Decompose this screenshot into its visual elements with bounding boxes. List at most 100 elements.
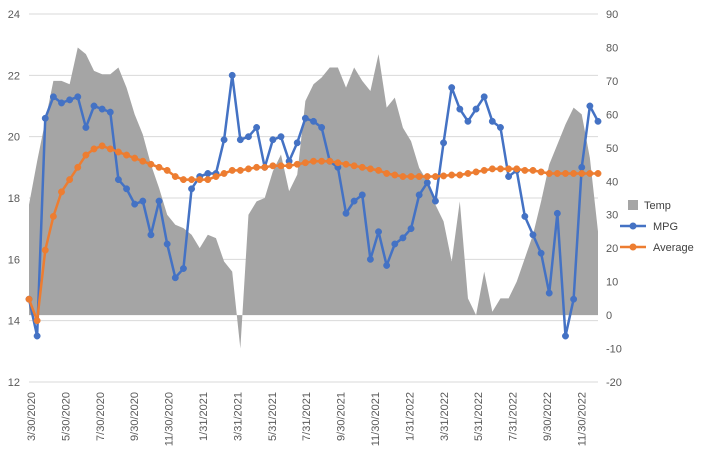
- y-left-tick-label: 18: [8, 193, 20, 205]
- average-point: [220, 170, 228, 177]
- mpg-point: [562, 332, 569, 340]
- mpg-point: [464, 117, 472, 125]
- mpg-point: [188, 185, 196, 193]
- mpg-point: [66, 96, 74, 104]
- mpg-point: [570, 295, 578, 303]
- mpg-point: [440, 139, 448, 147]
- mpg-point: [277, 133, 285, 141]
- average-point: [497, 165, 504, 173]
- average-point: [350, 162, 358, 170]
- legend: Temp MPG Average: [620, 200, 694, 254]
- y-left-tick-label: 14: [8, 316, 20, 328]
- temp-legend-label: Temp: [644, 200, 671, 212]
- average-point: [253, 163, 261, 171]
- y-left-tick-label: 12: [8, 377, 20, 389]
- average-point: [570, 170, 578, 177]
- average-point: [310, 157, 317, 165]
- average-point: [578, 170, 586, 177]
- mpg-point: [366, 255, 374, 263]
- y-right-tick-label: 70: [606, 76, 618, 88]
- y-right-tick-label: 10: [606, 277, 618, 289]
- x-tick-label: 11/30/2022: [576, 392, 588, 446]
- average-point: [33, 317, 41, 325]
- average-point: [196, 176, 204, 184]
- average-point: [58, 188, 65, 196]
- y-right-tick-label: -20: [606, 377, 622, 389]
- mpg-point: [553, 209, 561, 217]
- mpg-point: [155, 197, 163, 205]
- average-point: [293, 160, 301, 168]
- mpg-point: [82, 124, 90, 131]
- mpg-point: [106, 108, 114, 116]
- average-point: [472, 168, 480, 176]
- average-point: [98, 142, 106, 150]
- average-point: [171, 173, 179, 180]
- average-point: [358, 163, 366, 171]
- mpg-point: [204, 170, 212, 177]
- mpg-point: [529, 231, 537, 239]
- mpg-point: [98, 105, 106, 113]
- y-left-tick-label: 22: [8, 70, 20, 82]
- mpg-point: [236, 136, 244, 144]
- average-point: [391, 171, 399, 179]
- average-point: [415, 173, 423, 180]
- mpg-point: [488, 117, 496, 125]
- average-point: [188, 176, 196, 184]
- mpg-point: [33, 332, 41, 340]
- average-point: [245, 165, 252, 173]
- average-point: [139, 157, 147, 165]
- x-tick-label: 1/31/2022: [404, 392, 416, 441]
- x-tick-label: 5/31/2021: [267, 392, 279, 441]
- mpg-point: [58, 99, 65, 107]
- mpg-point: [171, 274, 179, 282]
- average-point: [586, 170, 594, 177]
- average-point: [74, 163, 82, 171]
- x-tick-label: 1/31/2021: [198, 392, 210, 441]
- average-point: [66, 176, 74, 184]
- y-right-tick-label: 80: [606, 42, 618, 54]
- x-tick-label: 3/31/2021: [232, 392, 244, 441]
- mpg-point: [578, 163, 586, 171]
- mpg-point: [253, 124, 261, 131]
- mpg-point: [139, 197, 147, 205]
- mpg-point: [423, 179, 431, 187]
- mpg-point: [375, 228, 382, 236]
- average-point: [147, 160, 155, 168]
- mpg-point: [269, 136, 277, 144]
- average-point: [204, 176, 212, 184]
- mpg-point: [594, 117, 602, 125]
- average-point: [456, 171, 464, 179]
- mpg-point: [90, 102, 98, 110]
- average-point: [383, 170, 391, 177]
- average-point: [163, 166, 171, 174]
- average-point: [114, 148, 122, 156]
- x-tick-label: 3/30/2020: [26, 392, 38, 441]
- mpg-point: [41, 114, 49, 122]
- mpg-point: [545, 289, 553, 297]
- average-point: [82, 151, 90, 159]
- average-point: [301, 159, 309, 167]
- x-tick-label: 5/30/2020: [60, 392, 72, 441]
- y-right-tick-label: -10: [606, 344, 622, 356]
- average-point: [179, 176, 187, 184]
- average-point: [440, 172, 448, 180]
- average-point: [407, 173, 415, 180]
- y-right-tick-label: 60: [606, 109, 618, 121]
- mpg-point: [163, 240, 171, 248]
- y-right-tick-label: 50: [606, 143, 618, 155]
- mpg-point: [383, 262, 391, 269]
- average-point: [90, 145, 98, 153]
- mpg-point: [350, 197, 358, 205]
- mpg-point: [431, 197, 439, 205]
- y-left-tick-label: 16: [8, 254, 20, 266]
- axis-layer: 12 14 16 18 20 22 24 -20 -10 0 10 20 30 40 50 60 70 80 90 3…: [8, 9, 622, 446]
- average-point: [375, 166, 382, 174]
- average-point: [431, 173, 439, 180]
- average-point: [423, 173, 431, 180]
- average-point: [261, 163, 269, 171]
- mpg-point: [472, 105, 480, 113]
- average-point: [228, 166, 236, 174]
- mpg-point: [358, 191, 366, 199]
- average-point: [464, 170, 472, 177]
- average-point: [155, 163, 163, 171]
